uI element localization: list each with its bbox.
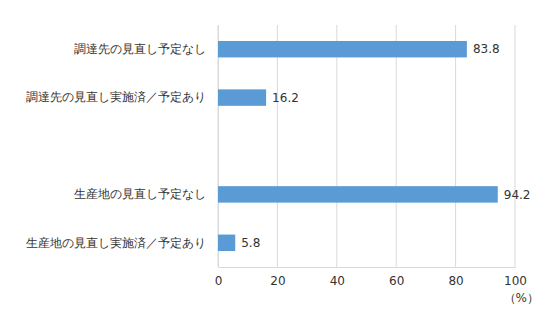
grid-line <box>336 25 337 267</box>
data-label: 16.2 <box>272 91 299 105</box>
x-axis: 0 20 40 60 80 100 <box>215 267 527 288</box>
x-tick: 40 <box>330 267 345 288</box>
bar <box>218 89 266 105</box>
y-tick: 生産地の見直し実施済／予定あり <box>26 236 218 250</box>
grid-line <box>218 25 219 267</box>
data-label: 94.2 <box>504 188 531 202</box>
y-tick: 調達先の見直し予定なし <box>74 42 218 56</box>
grid-line <box>455 25 456 267</box>
grid-line <box>277 25 278 267</box>
category-label: 生産地の見直し実施済／予定あり <box>26 236 206 250</box>
x-tick: 80 <box>448 267 463 288</box>
category-label: 調達先の見直し実施済／予定あり <box>26 90 206 104</box>
y-tick: 調達先の見直し実施済／予定あり <box>26 90 218 104</box>
data-label: 5.8 <box>241 236 260 250</box>
data-labels: 83.8 16.2 94.2 5.8 <box>241 42 530 250</box>
grid-line <box>515 25 516 267</box>
x-tick-label: 20 <box>270 274 285 288</box>
bar <box>218 41 467 57</box>
x-tick-label: 80 <box>448 274 463 288</box>
x-axis-title: （%） <box>504 291 539 305</box>
x-tick: 20 <box>270 267 285 288</box>
x-tick: 60 <box>389 267 404 288</box>
x-tick-label: 0 <box>215 274 223 288</box>
bar <box>218 186 498 202</box>
x-tick-label: 40 <box>330 274 345 288</box>
bars <box>218 41 498 251</box>
y-axis-line <box>218 26 219 268</box>
x-axis-line <box>219 267 516 268</box>
x-tick-label: 60 <box>389 274 404 288</box>
plot-area: 020406080100調達先の見直し予定なし調達先の見直し実施済／予定あり生産… <box>26 25 530 288</box>
grid <box>218 25 515 267</box>
x-tick: 0 <box>215 267 223 288</box>
bar <box>218 235 235 251</box>
chart-container: 020406080100調達先の見直し予定なし調達先の見直し実施済／予定あり生産… <box>0 0 549 314</box>
y-axis: 調達先の見直し予定なし調達先の見直し実施済／予定あり生産地の見直し予定なし生産地… <box>26 26 219 268</box>
grid-line <box>396 25 397 267</box>
x-tick-label: 100 <box>504 274 527 288</box>
chart-svg: 020406080100調達先の見直し予定なし調達先の見直し実施済／予定あり生産… <box>0 0 549 314</box>
category-label: 生産地の見直し予定なし <box>74 187 206 201</box>
x-tick: 100 <box>504 267 527 288</box>
data-label: 83.8 <box>473 42 500 56</box>
y-tick: 生産地の見直し予定なし <box>74 187 218 201</box>
category-label: 調達先の見直し予定なし <box>74 42 206 56</box>
